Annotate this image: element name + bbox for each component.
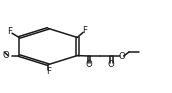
Text: O: O — [2, 51, 9, 60]
Text: O: O — [108, 60, 115, 69]
Text: O: O — [85, 60, 92, 69]
Text: F: F — [82, 26, 87, 35]
Text: F: F — [7, 27, 12, 36]
Text: F: F — [46, 67, 51, 76]
Text: O: O — [119, 52, 126, 61]
